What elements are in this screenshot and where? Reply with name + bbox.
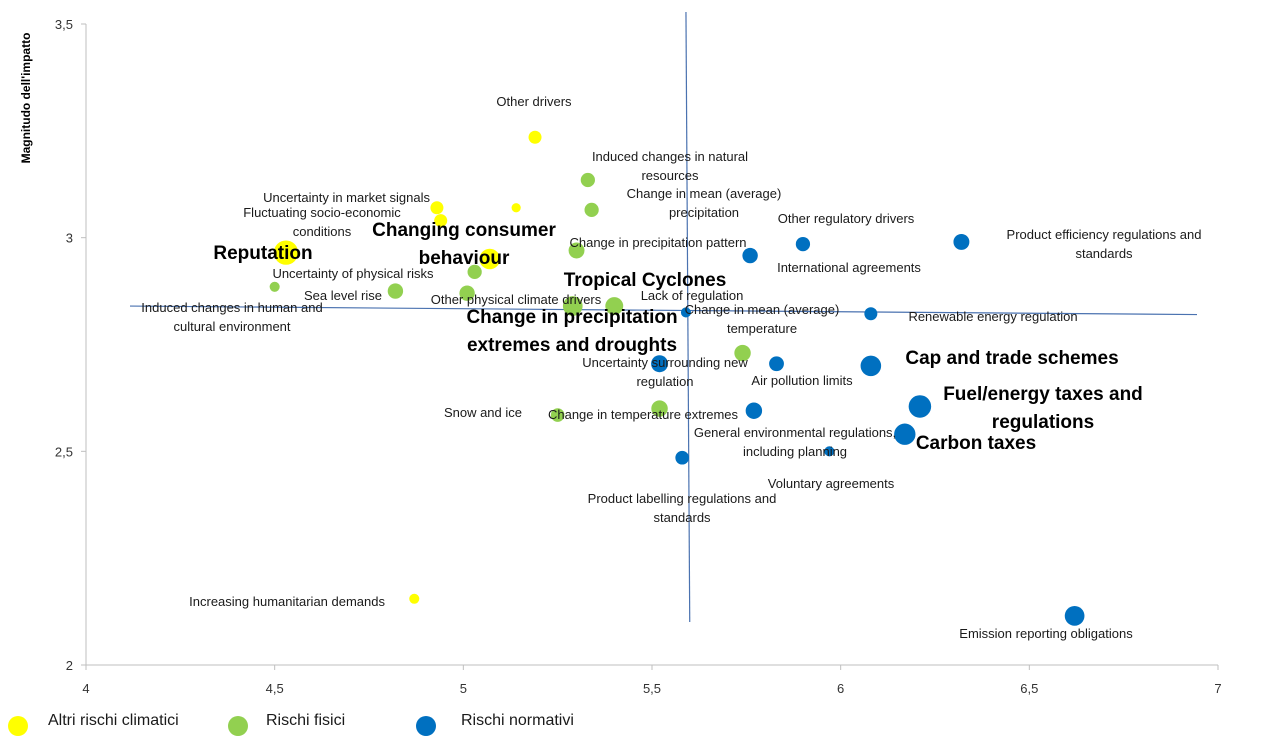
bubble-fisici <box>734 344 751 362</box>
bubble-altri <box>528 130 542 144</box>
x-tick-label: 5 <box>460 681 467 696</box>
bubbles <box>269 130 1085 626</box>
y-tick-label: 2,5 <box>55 444 73 459</box>
bubble-altri <box>511 203 521 213</box>
bubble-label: Change in precipitation pattern <box>569 235 746 250</box>
bubble-label: Renewable energy regulation <box>908 309 1077 324</box>
bubble-label: Emission reporting obligations <box>959 626 1133 641</box>
bubble-label: Change in mean (average) temperature <box>685 302 840 336</box>
x-tick-label: 5,5 <box>643 681 661 696</box>
bubble-altri <box>430 201 444 215</box>
bubble-label: Lack of regulation <box>641 288 744 303</box>
bubble-normativi <box>894 423 916 445</box>
bubble-fisici <box>459 285 475 301</box>
bubble-normativi <box>745 402 763 419</box>
x-tick-label: 6,5 <box>1020 681 1038 696</box>
bubble-label: Uncertainty in market signals <box>263 190 430 205</box>
bubble-label: Snow and ice <box>444 405 522 420</box>
bubble-fisici <box>269 281 280 292</box>
bubble-normativi <box>1064 605 1085 626</box>
x-tick-label: 4 <box>82 681 89 696</box>
bubble-fisici <box>580 172 595 188</box>
bubble-normativi <box>908 395 932 418</box>
bubble-normativi <box>742 247 758 264</box>
legend-marker <box>416 716 436 736</box>
bubble-fisici <box>562 296 583 316</box>
bubble-normativi <box>769 356 784 372</box>
bubble-fisici <box>387 283 404 299</box>
legend-marker <box>228 716 248 736</box>
bubble-label: Cap and trade schemes <box>905 348 1118 369</box>
bubble-normativi <box>864 307 878 321</box>
bubble-label: Uncertainty surrounding new regulation <box>582 355 748 389</box>
bubble-normativi <box>795 236 811 252</box>
bubble-label: Other physical climate drivers <box>431 292 602 307</box>
bubble-label: Changing consumer behaviour <box>372 220 556 269</box>
bubble-normativi <box>953 233 970 250</box>
bubble-label: Other regulatory drivers <box>778 211 915 226</box>
bubble-labels: Other drivers Uncertainty in market signa… <box>141 94 1201 641</box>
bubble-fisici <box>550 408 565 422</box>
bubble-label: Tropical Cyclones <box>564 270 727 291</box>
x-axis-title: Probabilità <box>1152 703 1214 705</box>
bubble-label: General environmental regulations, includ… <box>694 425 896 459</box>
legend-label: Rischi fisici <box>266 712 346 729</box>
bubble-label: Fuel/energy taxes and regulations <box>943 384 1143 433</box>
legend-marker <box>8 716 28 736</box>
x-tick-label: 7 <box>1214 681 1221 696</box>
bubble-normativi <box>860 355 882 377</box>
bubble-chart: 2 2,5 3 3,5 4 4,5 5 5,5 6 6,5 7 Probabilità Magnitud… <box>19 11 1222 705</box>
bubble-label: Product labelling regulations and standar… <box>588 491 777 525</box>
bubble-label: Air pollution limits <box>751 373 853 388</box>
bubble-label: Sea level rise <box>304 288 382 303</box>
bubble-label: Product efficiency regulations and standa… <box>1007 227 1202 261</box>
bubble-label: Reputation <box>213 243 312 264</box>
horizontal-quadrant-line <box>129 305 1198 316</box>
bubble-altri <box>434 214 448 228</box>
bubble-normativi <box>651 355 669 373</box>
x-tick-label: 4,5 <box>266 681 284 696</box>
bubble-normativi <box>675 450 690 465</box>
legend: Altri rischi climatici Rischi fisici Ris… <box>0 708 700 744</box>
bubble-label: International agreements <box>777 260 921 275</box>
y-axis-title: Magnitudo dell'impatto <box>19 33 33 164</box>
bubble-label: Induced changes in natural resources <box>592 149 748 183</box>
bubble-fisici <box>651 400 668 417</box>
bubble-label: Fluctuating socio-economic conditions <box>243 205 401 239</box>
bubble-label: Increasing humanitarian demands <box>189 594 385 609</box>
x-tick-label: 6 <box>837 681 844 696</box>
bubble-altri <box>409 593 420 604</box>
bubble-fisici <box>584 202 599 218</box>
axes: 2 2,5 3 3,5 4 4,5 5 5,5 6 6,5 7 Probabilità Magnitud… <box>19 17 1222 705</box>
bubble-fisici <box>467 264 482 279</box>
bubble-normativi <box>824 446 835 457</box>
bubble-label: Uncertainty of physical risks <box>272 266 434 281</box>
bubble-label: Change in temperature extremes <box>548 407 739 422</box>
bubble-altri <box>273 240 299 265</box>
bubble-label: Carbon taxes <box>916 433 1036 454</box>
y-tick-label: 3 <box>66 231 73 246</box>
bubble-label: Induced changes in human and cultural env… <box>141 300 322 334</box>
bubble-altri <box>479 248 501 270</box>
y-tick-label: 2 <box>66 658 73 673</box>
bubble-label: Voluntary agreements <box>768 476 895 491</box>
bubble-fisici <box>568 242 585 259</box>
legend-label: Altri rischi climatici <box>48 712 179 729</box>
bubble-fisici <box>605 297 624 315</box>
bubble-label: Other drivers <box>496 94 572 109</box>
bubble-label: Change in mean (average) precipitation <box>627 186 782 220</box>
legend-label: Rischi normativi <box>461 712 574 729</box>
bubble-normativi <box>680 307 691 318</box>
y-tick-label: 3,5 <box>55 17 73 32</box>
bubble-label: Change in precipitation extremes and drou… <box>466 307 677 356</box>
